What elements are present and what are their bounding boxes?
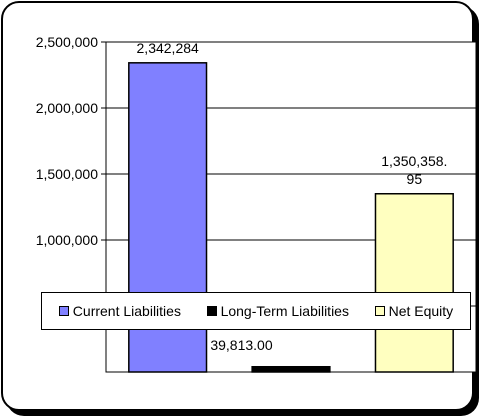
data-label-current-liabilities: 2,342,284 xyxy=(137,40,199,56)
y-tick-label: 1,500,000 xyxy=(36,166,98,182)
legend-swatch-net-equity xyxy=(374,306,385,316)
y-tick-label: 1,000,000 xyxy=(36,232,98,248)
legend-item-current-liabilities: Current Liabilities xyxy=(58,303,181,319)
bar-net-equity xyxy=(374,193,454,373)
legend-item-long-term-liabilities: Long-Term Liabilities xyxy=(206,303,349,319)
legend-label-net-equity: Net Equity xyxy=(388,303,454,319)
legend-swatch-long-term-liabilities xyxy=(206,306,217,316)
y-tick-label: 2,500,000 xyxy=(36,34,98,50)
bar-long-term-liabilities xyxy=(251,365,331,373)
y-tick-label: 2,000,000 xyxy=(36,100,98,116)
legend: Current Liabilities Long-Term Liabilitie… xyxy=(41,292,471,330)
data-label-net-equity: 1,350,358. xyxy=(381,153,447,169)
legend-item-net-equity: Net Equity xyxy=(374,303,454,319)
legend-label-current-liabilities: Current Liabilities xyxy=(72,303,181,319)
data-label-long-term-liabilities: 39,813.00 xyxy=(210,337,273,353)
legend-label-long-term-liabilities: Long-Term Liabilities xyxy=(220,303,349,319)
legend-swatch-current-liabilities xyxy=(58,306,69,316)
data-label-net-equity: 95 xyxy=(407,171,423,187)
